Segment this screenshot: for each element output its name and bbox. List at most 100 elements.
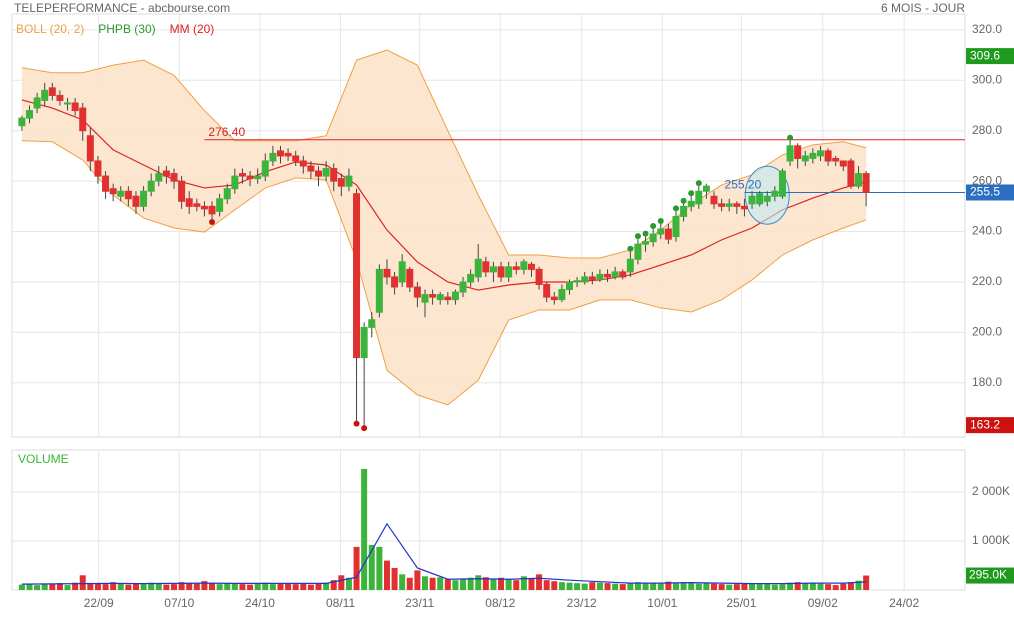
candle-body [178,180,186,202]
legend-entry: BOLL (20, 2) [16,22,84,36]
candle-body [406,268,414,288]
candle-body [535,268,543,285]
volume-bar [34,585,41,590]
candle-body [429,294,437,298]
volume-bar [429,577,436,590]
candle-body [527,263,535,270]
volume-bar [171,584,178,590]
volume-bar [779,584,786,590]
x-tick-label: 10/01 [647,596,677,610]
candle-body [41,89,49,101]
volume-bar [566,582,573,590]
volume-bar [132,583,139,590]
phpb-high [672,205,679,212]
candle-body [109,188,117,195]
low-badge-box [966,417,1014,434]
volume-bar [368,544,375,590]
volume-bar [733,584,740,590]
candle-body [680,205,688,217]
volume-bar [163,584,170,590]
volume-bar [619,584,626,590]
volume-bar [87,583,94,590]
volume-bar [376,546,383,590]
volume-label: VOLUME [18,452,69,466]
volume-bar [832,585,839,590]
volume-bar [64,585,71,590]
volume-bar [94,583,101,590]
volume-bar [338,575,345,590]
volume-bar [26,584,33,590]
y-tick-label: 240.0 [972,224,1002,238]
low-badge: 163.2 [970,417,1000,431]
legend-entry: MM (20) [170,22,215,36]
volume-bar [558,582,565,590]
candle-body [695,190,703,205]
volume-bar [657,583,664,590]
candle-body [497,266,505,278]
volume-bar [634,582,641,590]
candle-body [649,233,657,243]
candle-body [581,276,589,283]
candle-body [794,145,802,159]
candle-body [558,289,566,301]
candle-body [284,152,292,157]
resistance-label: 276.40 [208,125,245,139]
volume-bar [315,583,322,590]
candle-body [86,135,94,162]
phpb-high [642,230,649,237]
volume-bar [300,583,307,590]
candle-body [124,190,132,200]
candle-body [778,170,786,197]
volume-bar [383,560,390,590]
volume-bar [543,580,550,590]
candle-body [322,168,330,177]
candle-body [383,268,391,278]
volume-bar [726,584,733,590]
x-tick-label: 09/02 [808,596,838,610]
candle-body [330,168,338,182]
candle-body [345,175,353,187]
volume-bar [482,577,489,590]
volume-bar [612,583,619,590]
volume-bar [551,581,558,590]
candle-body [489,266,497,273]
volume-bar [231,583,238,590]
volume-bar [840,583,847,590]
volume-bar [361,468,368,590]
phpb-high [695,180,702,187]
volume-bar [528,578,535,590]
volume-bar [787,582,794,590]
volume-bar [56,583,63,590]
phpb-high [688,190,695,197]
phpb-high [650,223,657,230]
candle-body [117,190,125,197]
y-tick-label: 260.0 [972,173,1002,187]
candle-body [353,193,361,359]
candle-body [626,258,634,273]
candle-body [25,110,33,119]
volume-bar [345,577,352,590]
candle-body [155,173,163,182]
candle-body [421,294,429,303]
volume-bar [285,583,292,590]
candle-body [238,173,246,177]
x-tick-label: 24/02 [889,596,919,610]
candle-body [763,195,771,202]
candle-body [246,175,254,180]
volume-bar [467,577,474,590]
x-tick-label: 08/11 [326,596,355,610]
candle-body [672,215,680,238]
candle-body [604,273,612,278]
candle-body [862,173,870,193]
chart-title: TELEPERFORMANCE - abcbourse.com [14,1,230,15]
candle-body [254,175,262,180]
volume-bar [201,581,208,590]
candle-body [725,203,733,207]
volume-bar [809,582,816,590]
candle-body [642,241,650,245]
candle-body [451,291,459,301]
candle-body [520,261,528,270]
y-tick-label: 200.0 [972,325,1002,339]
volume-bar [642,582,649,590]
candle-body [216,198,224,212]
